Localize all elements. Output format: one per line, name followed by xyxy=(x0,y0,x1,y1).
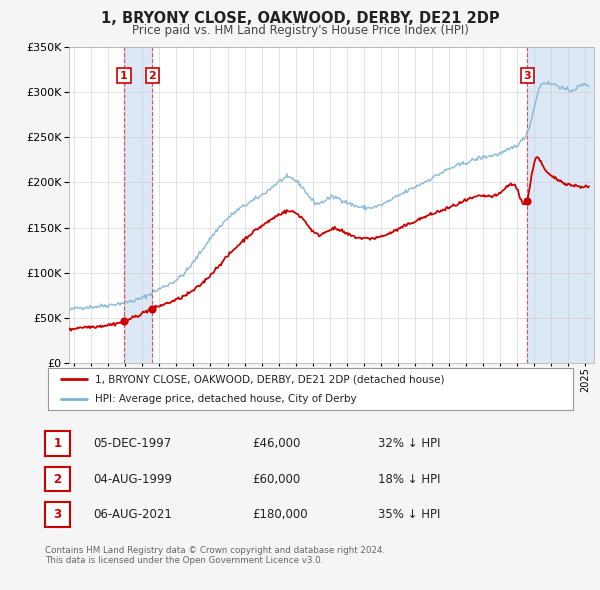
Text: 06-AUG-2021: 06-AUG-2021 xyxy=(93,508,172,521)
Text: 2: 2 xyxy=(148,71,156,81)
Bar xyxy=(124,47,152,363)
Text: 3: 3 xyxy=(53,508,62,521)
Text: Price paid vs. HM Land Registry's House Price Index (HPI): Price paid vs. HM Land Registry's House … xyxy=(131,24,469,37)
Text: Contains HM Land Registry data © Crown copyright and database right 2024.
This d: Contains HM Land Registry data © Crown c… xyxy=(45,546,385,565)
Text: £60,000: £60,000 xyxy=(252,473,300,486)
Text: 1, BRYONY CLOSE, OAKWOOD, DERBY, DE21 2DP (detached house): 1, BRYONY CLOSE, OAKWOOD, DERBY, DE21 2D… xyxy=(95,374,445,384)
Text: £180,000: £180,000 xyxy=(252,508,308,521)
Text: 18% ↓ HPI: 18% ↓ HPI xyxy=(378,473,440,486)
Text: 04-AUG-1999: 04-AUG-1999 xyxy=(93,473,172,486)
Text: HPI: Average price, detached house, City of Derby: HPI: Average price, detached house, City… xyxy=(95,394,357,404)
Text: 2: 2 xyxy=(53,473,62,486)
Text: 1: 1 xyxy=(120,71,128,81)
Text: 32% ↓ HPI: 32% ↓ HPI xyxy=(378,437,440,450)
Point xyxy=(523,196,532,205)
Text: 35% ↓ HPI: 35% ↓ HPI xyxy=(378,508,440,521)
Point xyxy=(119,317,128,326)
Text: 1, BRYONY CLOSE, OAKWOOD, DERBY, DE21 2DP: 1, BRYONY CLOSE, OAKWOOD, DERBY, DE21 2D… xyxy=(101,11,499,25)
Text: £46,000: £46,000 xyxy=(252,437,301,450)
Bar xyxy=(527,47,594,363)
Point xyxy=(148,304,157,313)
Text: 1: 1 xyxy=(53,437,62,450)
Text: 05-DEC-1997: 05-DEC-1997 xyxy=(93,437,171,450)
Text: 3: 3 xyxy=(523,71,531,81)
